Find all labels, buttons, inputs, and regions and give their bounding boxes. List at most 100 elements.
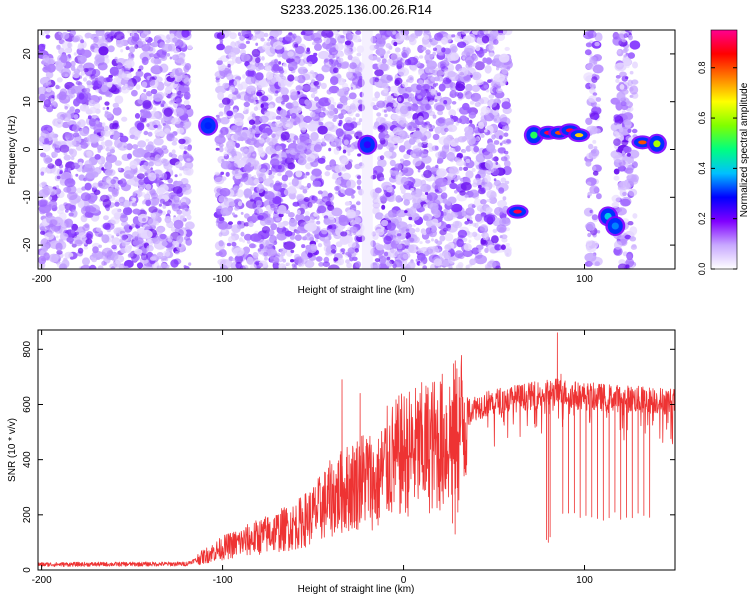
spectrogram-cell (443, 211, 447, 216)
spectrogram-cell (588, 143, 594, 150)
spectrogram-cell (266, 71, 274, 80)
spectrogram-cell (178, 138, 186, 145)
spectrogram-cell (626, 152, 631, 157)
spectrogram-cell (172, 54, 180, 61)
spectrogram-cell (402, 167, 414, 177)
spectrogram-cell (79, 55, 87, 63)
spectrogram-cell (592, 170, 599, 176)
spectrogram-cell (291, 177, 299, 187)
spectrogram-cell (121, 242, 126, 247)
spectrogram-cell (282, 258, 287, 263)
spectrogram-cell (101, 167, 105, 171)
spectrogram-cell (183, 99, 190, 106)
spectrogram-cell (312, 88, 318, 95)
spectrogram-cell (334, 138, 342, 147)
spectrogram-cell (387, 229, 393, 236)
spectrogram-cell (454, 250, 464, 259)
spectrogram-cell (288, 212, 295, 218)
spectrogram-cell (55, 185, 60, 189)
spectrogram-cell (290, 259, 295, 263)
spectrogram-cell (100, 130, 106, 137)
spectrogram-cell (40, 152, 47, 158)
spectrogram-cell (421, 99, 429, 104)
spectrogram-cell (441, 37, 448, 45)
spectrogram-cell (355, 261, 362, 268)
spectrogram-cell (343, 122, 355, 131)
spectrogram-cell (336, 105, 341, 109)
spectrogram-cell (454, 221, 460, 227)
spectrogram-cell (141, 56, 149, 66)
spectrogram-cell (175, 98, 183, 104)
spectrogram-cell (84, 33, 91, 39)
spectrogram-cell (115, 39, 124, 48)
spectrogram-cell (151, 41, 159, 48)
spectrogram-cell (310, 93, 316, 99)
spectrogram-cell (285, 33, 296, 43)
spectrogram-cell (140, 229, 153, 239)
spectrogram-cell (492, 58, 500, 65)
spectrogram-cell (345, 48, 351, 54)
spectrogram-cell (63, 202, 68, 207)
spectrogram-cell (627, 128, 632, 133)
spectrogram-cell (589, 82, 597, 89)
spectrogram-cell (125, 46, 130, 51)
spectrogram-cell (132, 197, 137, 202)
spectrogram-cell (493, 118, 497, 122)
spectrogram-cell (132, 208, 141, 215)
spectrogram-cell (162, 204, 167, 209)
spectrogram-cell (474, 254, 487, 265)
spectrogram-cell (145, 138, 150, 142)
y-tick-label: -10 (22, 190, 33, 205)
spectrogram-cell (66, 185, 77, 195)
spectrogram-cell (46, 127, 52, 131)
spectrogram-cell (405, 193, 413, 199)
spectrogram-cell (467, 203, 475, 209)
spectrogram-cell (278, 263, 286, 269)
spectrogram-cell (617, 49, 622, 55)
spectrogram-cell (471, 231, 478, 237)
spectrogram-cell (484, 247, 489, 253)
spectrogram-cell (457, 136, 467, 143)
spectrogram-cell (613, 34, 621, 40)
spectrogram-cell (219, 187, 231, 197)
spectrogram-cell (415, 139, 420, 144)
y-tick-label: 20 (22, 48, 33, 60)
spectrogram-cell (127, 153, 132, 160)
spectrogram-cell (335, 241, 343, 248)
spectrogram-cell (180, 178, 189, 186)
spectrogram-cell (233, 79, 241, 87)
spectrogram-cell (491, 157, 496, 161)
spectrogram-cell (331, 175, 338, 180)
spectrogram-cell (58, 31, 62, 35)
spectrogram-cell (270, 223, 278, 231)
spectrogram-cell (454, 36, 463, 43)
spectrogram-cell (330, 76, 339, 86)
spectrogram-cell (337, 257, 345, 266)
spectrogram-cell (419, 150, 429, 158)
spectrogram-cell (478, 184, 482, 189)
spectrogram-cell (257, 64, 265, 70)
spectrogram-cell (253, 106, 258, 111)
spectrogram-cell (251, 48, 261, 58)
spectrogram-cell (52, 143, 57, 147)
spectrogram-cell (487, 98, 498, 108)
spectrogram-cell (138, 179, 145, 186)
spectrogram-cell (177, 103, 182, 107)
spectrogram-cell (480, 112, 484, 117)
spectrogram-cell (83, 68, 89, 73)
spectrogram-cell (465, 59, 473, 66)
spectrogram-cell (450, 52, 460, 61)
spectrogram-cell (222, 82, 230, 89)
spectrogram-cell (444, 118, 455, 126)
spectrogram-cell (79, 104, 90, 112)
spectrogram-cell (295, 45, 305, 55)
spectrogram-cell (106, 76, 113, 83)
spectrogram-cell (156, 252, 164, 257)
spectrogram-cell (226, 140, 236, 150)
spectrogram-cell (103, 215, 109, 221)
spectrogram-cell (148, 206, 158, 214)
spectrogram-cell (351, 190, 356, 194)
spectrogram-cell (614, 130, 619, 135)
spectrogram-cell (631, 161, 638, 169)
spectrogram-cell (312, 180, 322, 188)
